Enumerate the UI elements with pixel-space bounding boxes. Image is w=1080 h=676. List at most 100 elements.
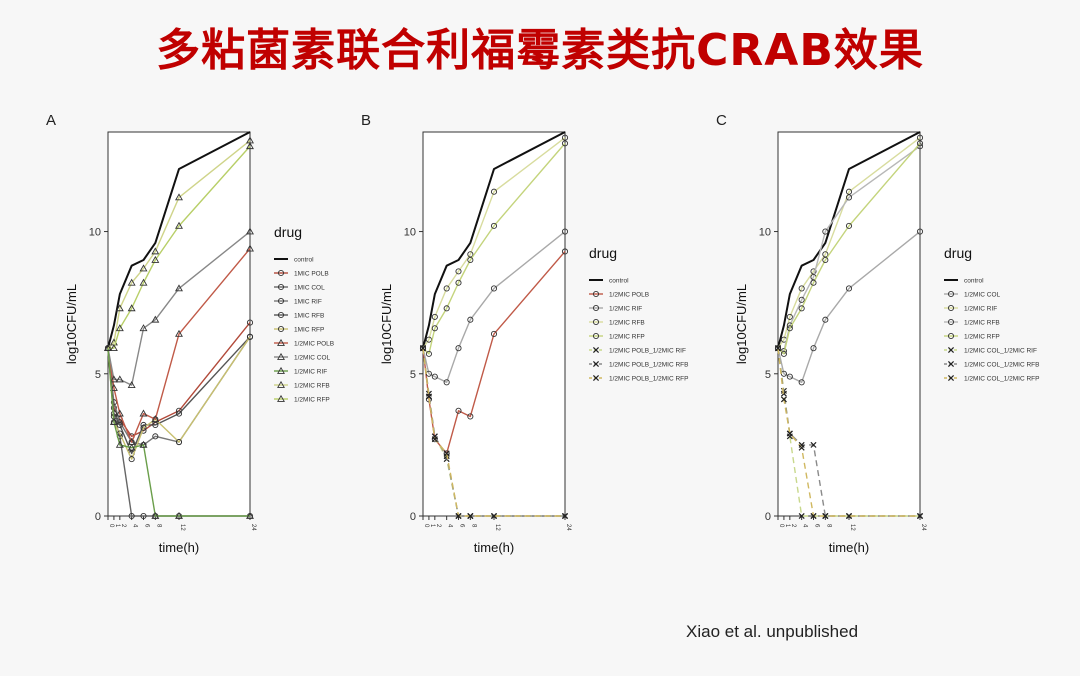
data-point: [845, 188, 853, 195]
data-point: [592, 374, 600, 382]
data-point: [798, 296, 805, 303]
data-point: [175, 438, 183, 446]
data-point: [592, 304, 600, 312]
data-point: [175, 221, 183, 229]
data-point: [151, 315, 160, 323]
data-point: [786, 313, 793, 320]
data-point: [490, 222, 498, 229]
y-axis-title: log10CFU/mL: [379, 284, 394, 364]
data-point: [246, 227, 254, 235]
data-point: [947, 360, 955, 368]
y-tick-label: 10: [89, 227, 101, 239]
legend-label: 1/2MIC RIF: [294, 369, 327, 376]
data-point: [139, 264, 148, 272]
data-point: [845, 222, 853, 229]
series-1-2mic-rfp: [419, 140, 569, 357]
data-point: [175, 410, 183, 417]
data-point: [798, 444, 805, 451]
data-point: [592, 346, 600, 354]
series-line: [422, 251, 566, 455]
data-point: [151, 415, 160, 423]
series-control: [777, 131, 921, 349]
legend-label: 1/2MIC RFP: [964, 334, 1000, 341]
legend-label: 1/2MIC POLB_1/2MIC RFP: [609, 376, 688, 383]
data-point: [455, 512, 462, 520]
series-1-2mic-col-1-2mic-rfp: [774, 345, 924, 520]
data-point: [277, 380, 285, 388]
series-line: [777, 131, 921, 349]
data-point: [151, 255, 160, 263]
series-line: [107, 348, 250, 517]
plot-area: [777, 131, 921, 517]
legend-title: drug: [589, 245, 617, 261]
data-point: [780, 396, 787, 403]
data-point: [277, 352, 285, 360]
data-point: [810, 279, 817, 286]
x-tick-label: 1: [784, 524, 790, 528]
series-line: [107, 322, 251, 438]
data-point: [246, 142, 254, 150]
data-point: [798, 512, 805, 520]
data-point: [455, 279, 462, 286]
x-tick-label: 12: [494, 524, 500, 531]
data-point: [128, 456, 135, 463]
legend-label: 1/2MIC RFB: [964, 320, 1000, 327]
data-point: [140, 512, 147, 520]
y-axis-title: log10CFU/mL: [64, 284, 79, 364]
x-tick-label: 0: [778, 524, 784, 528]
legend-label: 1MIC RFB: [294, 313, 324, 320]
data-point: [455, 345, 462, 352]
x-tick-label: 4: [447, 524, 453, 528]
legend-label: 1MIC RFP: [294, 327, 324, 334]
series-1-2mic-rfp: [104, 142, 254, 352]
x-tick-label: 8: [825, 524, 831, 528]
data-point: [277, 283, 285, 291]
x-tick-label: 24: [920, 524, 926, 531]
data-point: [151, 247, 160, 255]
x-tick-label: 4: [132, 524, 138, 528]
chart-panel-c: C 0 5 10 0 1 2 4 6 8 12 24 time(h) log10CFU/mL drug co…: [710, 100, 1050, 590]
series-line: [422, 142, 566, 355]
data-point: [109, 383, 118, 391]
data-point: [104, 344, 112, 352]
data-point: [109, 375, 118, 383]
data-point: [780, 350, 787, 357]
data-point: [786, 373, 793, 380]
legend-label: 1/2MIC POLB: [609, 292, 649, 299]
data-point: [431, 373, 438, 380]
legend-title: drug: [944, 245, 972, 261]
data-point: [592, 290, 600, 298]
legend-label: control: [964, 278, 984, 285]
series-line: [107, 139, 251, 349]
data-point: [490, 330, 498, 338]
data-point: [845, 194, 853, 201]
data-point: [916, 512, 924, 520]
data-point: [128, 512, 135, 520]
data-point: [916, 228, 924, 235]
data-point: [822, 512, 829, 520]
data-point: [467, 413, 474, 420]
data-point: [490, 512, 498, 520]
legend-label: 1/2MIC COL: [964, 292, 1001, 299]
legend-label: 1/2MIC COL: [294, 355, 331, 362]
data-point: [139, 409, 148, 417]
legend-label: 1/2MIC RIF: [609, 306, 642, 313]
x-tick-label: 6: [814, 524, 820, 528]
y-axis-title: log10CFU/mL: [734, 284, 749, 364]
data-point: [798, 285, 805, 292]
series-1-2mic-rif: [419, 228, 569, 386]
series-line: [777, 231, 921, 384]
data-point: [467, 256, 474, 264]
data-point: [175, 511, 183, 519]
legend-label: 1/2MIC COL_1/2MIC RFB: [964, 362, 1040, 369]
data-point: [443, 285, 450, 292]
panel-label: B: [361, 112, 372, 129]
data-point: [246, 511, 254, 519]
x-tick-label: 2: [435, 524, 441, 528]
legend-label: 1MIC POLB: [294, 271, 329, 278]
data-point: [152, 433, 159, 440]
data-point: [786, 325, 793, 332]
data-point: [246, 319, 254, 326]
